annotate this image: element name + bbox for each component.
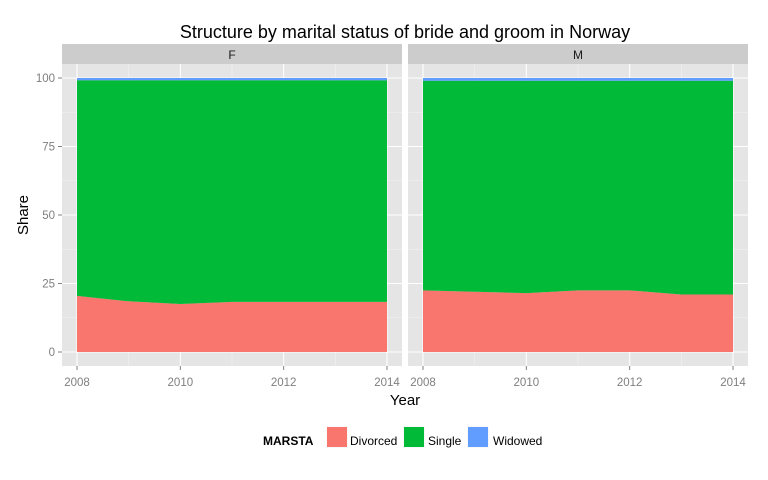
facet-panel-M: M 2008 2010 2012 2014: [408, 44, 748, 389]
area-divorced-M: [423, 290, 733, 352]
area-divorced-F: [77, 295, 387, 352]
legend-swatch-single: [404, 427, 424, 447]
y-tick-label: 100: [36, 73, 55, 85]
x-tick-label: 2008: [410, 377, 436, 389]
x-tick-label: 2012: [617, 377, 643, 389]
legend-label-single: Single: [428, 434, 462, 448]
y-tick-label: 75: [42, 142, 55, 154]
legend-swatch-widowed: [468, 427, 488, 447]
chart-title: Structure by marital status of bride and…: [180, 22, 630, 42]
facet-strip-label: M: [573, 48, 583, 62]
x-tick-label: 2014: [720, 377, 746, 389]
x-tick-label: 2008: [64, 377, 90, 389]
legend-label-divorced: Divorced: [350, 434, 397, 448]
y-tick-label: 0: [49, 347, 55, 359]
area-widowed-F: [77, 78, 387, 81]
legend-title: MARSTA: [263, 434, 314, 448]
facet-strip-label: F: [228, 48, 235, 62]
facet-panel-F: F 2008 2010 2012 2014 0 25 50 75 100: [36, 44, 402, 389]
x-tick-label: 2010: [514, 377, 540, 389]
legend-label-widowed: Widowed: [493, 434, 542, 448]
facet-panels: F 2008 2010 2012 2014 0 25 50 75 100 M 2008 2010 2012…: [36, 44, 748, 389]
legend-swatch-divorced: [327, 427, 347, 447]
facet-strip: [408, 44, 748, 64]
x-tick-label: 2014: [374, 377, 400, 389]
y-tick-label: 25: [42, 279, 55, 291]
x-tick-label: 2010: [168, 377, 194, 389]
area-widowed-M: [423, 78, 733, 81]
y-tick-label: 50: [42, 210, 55, 222]
legend: MARSTA Divorced Single Widowed: [263, 425, 542, 449]
area-single-M: [423, 80, 733, 295]
y-axis-title: Share: [15, 195, 32, 235]
x-axis-title: Year: [390, 392, 420, 409]
facet-strip: [62, 44, 402, 64]
x-tick-label: 2012: [271, 377, 297, 389]
area-single-F: [77, 80, 387, 305]
